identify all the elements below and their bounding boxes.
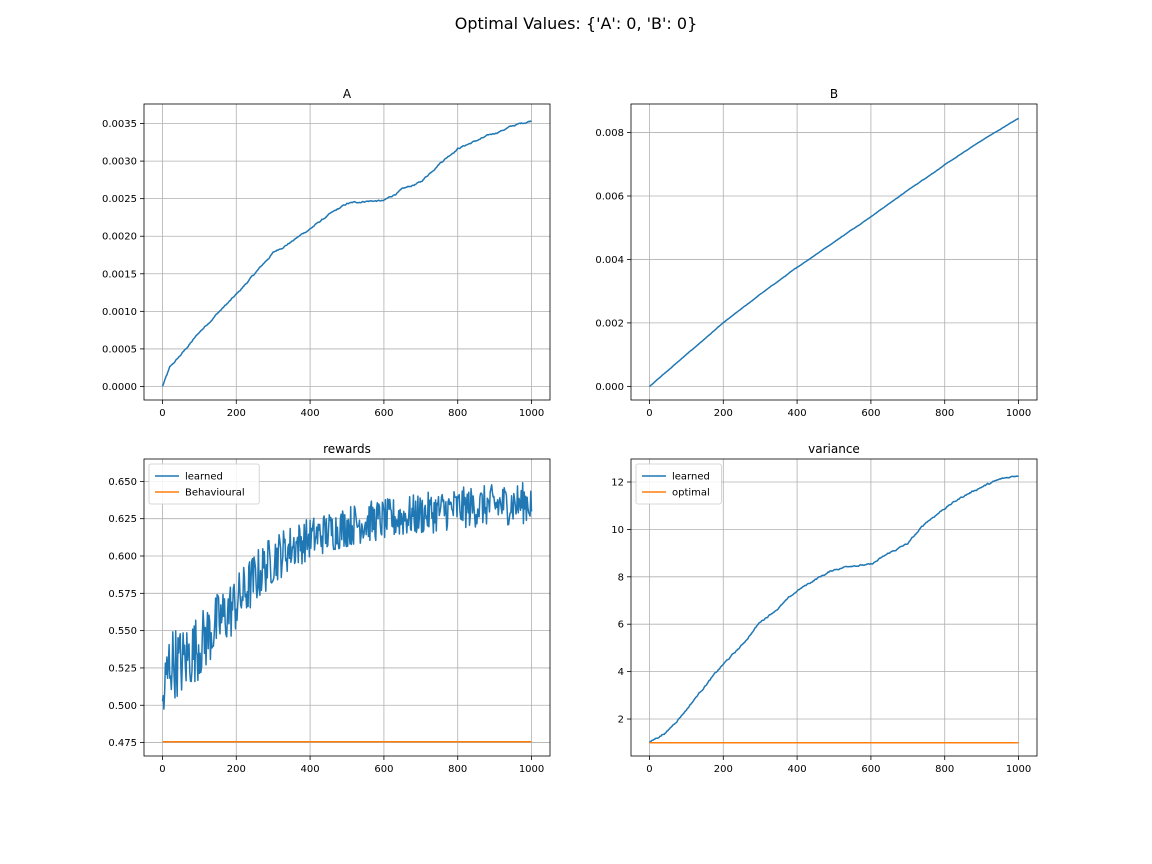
y-tick-label: 8 (618, 572, 624, 583)
x-tick-label: 1000 (1006, 408, 1031, 419)
y-tick-label: 4 (618, 667, 624, 678)
legend-label: learned (185, 472, 223, 483)
x-tick-label: 800 (935, 408, 954, 419)
figure-title: Optimal Values: {'A': 0, 'B': 0} (455, 14, 698, 33)
x-tick-label: 400 (788, 764, 807, 775)
legend-box (148, 463, 260, 505)
y-tick-label: 0.0005 (102, 344, 137, 355)
plot-frame (143, 458, 551, 757)
x-tick-label: 800 (935, 764, 954, 775)
series-line-learned (648, 475, 1019, 744)
legend-label: Behavioural (185, 488, 245, 499)
subplot-rewards: 0 200 400 600 800 1000 0.475 0.500 0.525 0.550 0.5… (108, 442, 551, 775)
x-tick-label: 0 (646, 764, 652, 775)
x-tick-label: 200 (227, 408, 246, 419)
plot-frame (143, 103, 551, 401)
y-tick-label: 0.008 (595, 128, 624, 139)
y-tick-label: 0.0030 (102, 157, 137, 168)
y-tick-label: 0.004 (595, 255, 624, 266)
legend-label: learned (672, 472, 710, 483)
legend-box (635, 463, 722, 505)
subplot-title: variance (808, 442, 860, 456)
legend: learned optimal (635, 463, 722, 505)
y-tick-label: 12 (611, 477, 624, 488)
x-tick-label: 800 (448, 408, 467, 419)
x-tick-label: 0 (159, 764, 165, 775)
plot-frame (630, 458, 1038, 757)
y-tick-label: 0.002 (595, 318, 624, 329)
subplots: 0 200 400 600 800 10000.00000.00050.00100.001… (102, 87, 1038, 775)
legend: learned Behavioural (148, 463, 260, 505)
series-line-main (161, 120, 532, 387)
x-tick-label: 0 (159, 408, 165, 419)
x-tick-label: 400 (301, 408, 320, 419)
legend-label: optimal (672, 488, 710, 499)
y-tick-label: 0.000 (595, 382, 624, 393)
x-tick-label: 200 (714, 408, 733, 419)
x-tick-label: 800 (448, 764, 467, 775)
x-tick-label: 400 (788, 408, 807, 419)
y-tick-label: 0.500 (108, 701, 137, 712)
y-tick-label: 0.006 (595, 192, 624, 203)
y-tick-label: 2 (618, 715, 624, 726)
x-tick-label: 1000 (519, 764, 544, 775)
x-tick-label: 0 (646, 408, 652, 419)
y-tick-label: 10 (611, 525, 624, 536)
grid-lines (144, 104, 550, 400)
x-tick-label: 600 (861, 408, 880, 419)
subplot-B: 0 200 400 600 800 1000 0.000 0.002 0.004 0.006 0.0… (595, 87, 1038, 419)
y-tick-label: 0.650 (108, 477, 137, 488)
subplot-title: B (830, 87, 838, 101)
y-tick-label: 0.525 (108, 663, 137, 674)
y-tick-label: 0.550 (108, 626, 137, 637)
y-tick-label: 0.0035 (102, 119, 137, 130)
y-tick-label: 0.600 (108, 552, 137, 563)
series-line-main (649, 117, 1019, 388)
subplot-title: rewards (323, 442, 371, 456)
x-tick-label: 600 (374, 408, 393, 419)
y-tick-label: 6 (618, 620, 624, 631)
x-tick-label: 200 (714, 764, 733, 775)
grid-lines (631, 104, 1037, 400)
x-tick-label: 1000 (519, 408, 544, 419)
y-tick-label: 0.0025 (102, 194, 137, 205)
grid-lines (631, 459, 1037, 756)
y-tick-label: 0.475 (108, 738, 137, 749)
y-tick-label: 0.575 (108, 589, 137, 600)
x-tick-label: 1000 (1006, 764, 1031, 775)
x-tick-label: 600 (374, 764, 393, 775)
x-tick-label: 200 (227, 764, 246, 775)
subplot-variance: 0 200 400 600 800 1000 2 4 6 8 10 12 variance learned… (611, 442, 1038, 775)
series-line-learned (161, 481, 533, 710)
plot-frame (630, 103, 1038, 401)
x-tick-label: 400 (301, 764, 320, 775)
subplot-title: A (343, 87, 352, 101)
y-tick-label: 0.0010 (102, 307, 137, 318)
y-tick-label: 0.0015 (102, 269, 137, 280)
y-tick-label: 0.625 (108, 514, 137, 525)
y-tick-label: 0.0000 (102, 382, 137, 393)
subplot-A: 0 200 400 600 800 1000 0.0000 0.0005 0.0010 0.001… (102, 87, 551, 419)
x-tick-label: 600 (861, 764, 880, 775)
y-tick-label: 0.0020 (102, 232, 137, 243)
